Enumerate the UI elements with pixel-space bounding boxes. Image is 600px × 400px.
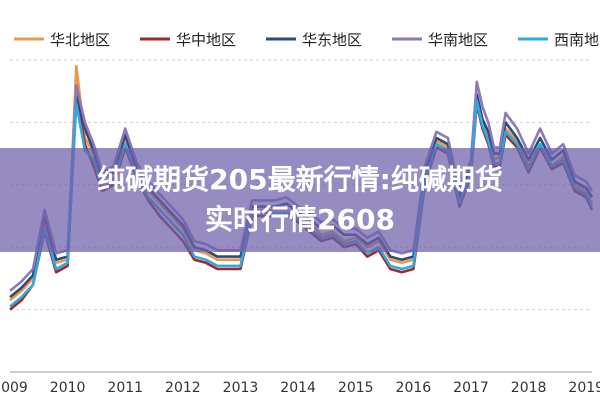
legend-label: 华北地区 — [50, 31, 110, 49]
x-tick-label: 2012 — [165, 380, 201, 396]
x-tick-label: 2014 — [280, 380, 316, 396]
legend-label: 华南地区 — [428, 31, 488, 49]
legend-label: 华东地区 — [302, 31, 362, 49]
x-tick-label: 2011 — [107, 380, 143, 396]
x-tick-label: 2016 — [396, 380, 432, 396]
x-axis: 2009 2010 2011 2012 2013 2014 2015 2016 2017 2018… — [0, 371, 600, 396]
x-tick-label: 2013 — [223, 380, 259, 396]
legend-label: 西南地区 — [554, 31, 600, 49]
x-tick-label: 2018 — [511, 380, 547, 396]
headline-line1: 纯碱期货205最新行情:纯碱期货 — [97, 163, 503, 196]
legend-label: 华中地区 — [176, 31, 236, 49]
x-tick-label: 2015 — [338, 380, 374, 396]
x-tick-label: 2010 — [50, 380, 86, 396]
headline-line2: 实时行情2608 — [205, 203, 395, 236]
headline: 纯碱期货205最新行情:纯碱期货 实时行情2608 — [0, 160, 600, 240]
headline-overlay — [0, 148, 600, 252]
x-tick-label: 2017 — [453, 380, 489, 396]
x-tick-label: 2019 — [568, 380, 600, 396]
x-tick-label: 2009 — [0, 380, 28, 396]
legend: 华北地区 华中地区 华东地区 华南地区 西南地区 — [14, 31, 600, 49]
